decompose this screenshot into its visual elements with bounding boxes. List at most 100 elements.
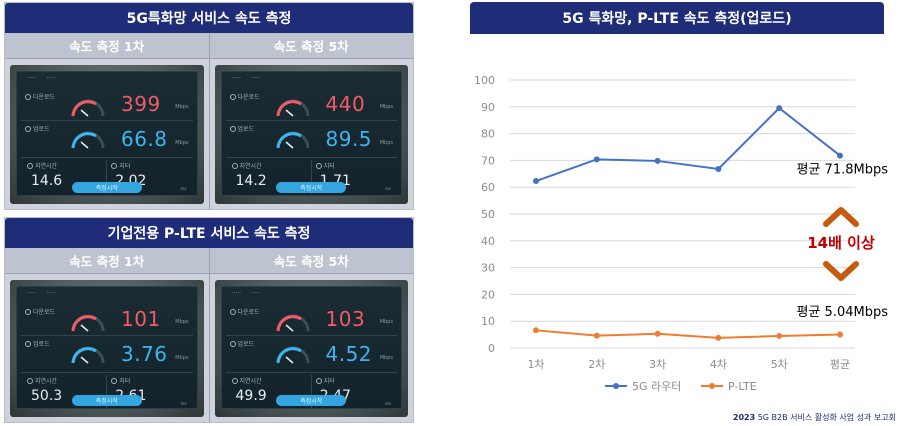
upload-gauge-icon: [276, 131, 309, 149]
speedtest-screen: ····· ····· 다운로드 101 Mbps 업로드 3.76 Mbps 지연시간 50.3…: [16, 286, 198, 409]
download-gauge-icon: [71, 314, 105, 332]
divider: [21, 372, 193, 373]
download-gauge-icon: [71, 99, 105, 117]
divider: [21, 157, 193, 158]
divider: [225, 157, 397, 158]
status-dots: ·····: [251, 290, 261, 297]
download-gauge-icon: [276, 314, 309, 332]
upload-value: 66.8: [121, 127, 168, 151]
upload-row: 업로드 66.8 Mbps: [25, 122, 189, 154]
status-dots: ·····: [231, 290, 242, 297]
measurement-column-1: 속도 측정 1차 ····· ····· 다운로드 399 Mbps 업로드 66.8 Mbp…: [5, 33, 210, 209]
data-point: [837, 152, 843, 159]
divider: [225, 335, 397, 336]
measurement-column-5: 속도 측정 5차 ····· ····· 다운로드 440 Mbps 업로드 89.5 Mbp…: [209, 33, 413, 209]
upload-label: 업로드: [25, 124, 50, 133]
latency-value: 50.3: [31, 388, 63, 404]
upload-row: 업로드 3.76 Mbps: [25, 337, 189, 369]
y-tick-label: 0: [488, 342, 495, 355]
column-header: 속도 측정 1차: [5, 248, 209, 274]
download-row: 다운로드 399 Mbps: [25, 90, 189, 118]
measurement-column-5: 속도 측정 5차 ····· ····· 다운로드 103 Mbps 업로드 4.52 Mbp…: [209, 248, 413, 422]
download-unit: Mbps: [175, 319, 189, 325]
download-label: 다운로드: [25, 92, 55, 101]
y-tick-label: 70: [481, 154, 495, 167]
jitter-label: 지터: [111, 376, 130, 385]
upload-icon: [25, 125, 31, 132]
column-header: 속도 측정 5차: [209, 33, 413, 59]
upload-value: 3.76: [121, 342, 168, 366]
download-value: 103: [325, 307, 366, 331]
y-tick-label: 40: [481, 235, 495, 248]
download-value: 399: [121, 92, 161, 116]
download-icon: [25, 308, 31, 315]
download-row: 다운로드 440 Mbps: [229, 90, 393, 118]
speedtest-screen: ····· ····· 다운로드 103 Mbps 업로드 4.52 Mbps 지연시간 49.9…: [220, 286, 402, 409]
y-tick-label: 90: [481, 101, 495, 114]
data-point: [715, 165, 722, 172]
screen-status-bar: ····· ·····: [222, 72, 402, 85]
download-value: 440: [325, 92, 366, 116]
download-unit: Mbps: [379, 104, 393, 110]
start-test-button[interactable]: 측정시작: [276, 395, 347, 406]
screen-status-bar: ····· ·····: [17, 72, 197, 85]
y-tick-label: 20: [481, 288, 495, 301]
jitter-unit: ms: [180, 401, 187, 406]
download-label: 다운로드: [229, 307, 260, 316]
column-header: 속도 측정 5차: [209, 248, 413, 274]
upload-row: 업로드 4.52 Mbps: [229, 337, 393, 369]
chevron-up-icon: [823, 207, 859, 227]
start-test-button[interactable]: 측정시작: [71, 182, 142, 193]
divider: [21, 335, 193, 336]
upload-label: 업로드: [229, 339, 254, 348]
divider: [21, 120, 193, 121]
series-line-plte: [535, 329, 841, 339]
upload-value: 89.5: [325, 127, 373, 151]
divider: [225, 120, 397, 121]
upload-value: 4.52: [325, 342, 373, 366]
jitter-unit: ms: [180, 186, 187, 191]
x-tick-label: 5차: [771, 358, 788, 371]
latency-icon: [231, 377, 238, 384]
x-tick-label: 4차: [710, 358, 727, 371]
jitter-label: 지터: [315, 161, 335, 170]
upload-icon: [25, 340, 31, 347]
upload-gauge-icon: [71, 131, 105, 149]
data-point: [715, 334, 722, 341]
panel-title: 기업전용 P-LTE 서비스 속도 측정: [5, 218, 413, 248]
status-dots: ·····: [46, 75, 57, 82]
jitter-label: 지터: [111, 161, 130, 170]
speedtest-screen: ····· ····· 다운로드 440 Mbps 업로드 89.5 Mbps 지연시간 14.2…: [220, 71, 402, 196]
upload-unit: Mbps: [379, 355, 393, 361]
chart-title: 5G 특화망, P-LTE 속도 측정(업로드): [470, 2, 884, 34]
latency-icon: [27, 377, 33, 384]
measurement-column-1: 속도 측정 1차 ····· ····· 다운로드 101 Mbps 업로드 3.76 Mbp…: [5, 248, 210, 422]
panel-title: 5G특화망 서비스 속도 측정: [5, 3, 413, 33]
status-dots: ·····: [231, 75, 242, 82]
jitter-label: 지터: [315, 376, 335, 385]
legend-label: P-LTE: [728, 380, 757, 393]
jitter-icon: [315, 377, 322, 384]
start-test-button[interactable]: 측정시작: [276, 182, 347, 193]
start-test-button[interactable]: 측정시작: [71, 395, 142, 406]
speedtest-photo: ····· ····· 다운로드 440 Mbps 업로드 89.5 Mbps 지연시간 14.2…: [214, 65, 408, 204]
upload-label: 업로드: [25, 339, 50, 348]
latency-label: 지연시간: [27, 376, 57, 385]
download-row: 다운로드 101 Mbps: [25, 305, 189, 333]
ratio-annotation: 14배 이상: [807, 234, 875, 252]
x-tick-label: 2차: [588, 358, 605, 371]
download-unit: Mbps: [175, 104, 189, 110]
y-tick-label: 80: [481, 128, 495, 141]
download-value: 101: [121, 307, 161, 331]
screen-status-bar: ····· ·····: [222, 287, 402, 300]
download-gauge-icon: [276, 99, 309, 117]
upload-icon: [229, 125, 236, 132]
y-tick-label: 30: [481, 262, 495, 275]
latency-label: 지연시간: [231, 161, 262, 170]
data-point: [654, 330, 661, 337]
series-line-5g: [535, 106, 841, 182]
data-point: [654, 157, 661, 164]
jitter-icon: [315, 162, 322, 169]
jitter-icon: [111, 162, 118, 169]
